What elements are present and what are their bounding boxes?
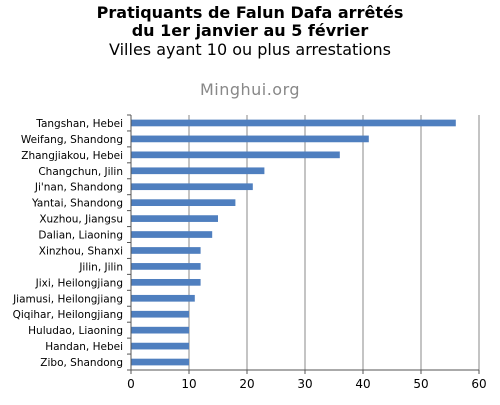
- chart-title-line2: du 1er janvier au 5 février: [131, 21, 369, 40]
- bar: [131, 151, 340, 159]
- category-label: Changchun, Jilin: [38, 166, 123, 178]
- category-label: Xinzhou, Shanxi: [39, 245, 123, 257]
- x-tick-label: 0: [127, 377, 135, 391]
- category-label: Zibo, Shandong: [40, 357, 123, 369]
- category-label: Tangshan, Hebei: [35, 118, 123, 130]
- category-label: Jixi, Heilongjiang: [35, 277, 123, 289]
- watermark-text: Minghui.org: [199, 80, 301, 99]
- bar: [131, 183, 253, 191]
- x-tick-label: 50: [413, 377, 428, 391]
- tick-labels: 0 10 20 30 40 50 60: [127, 377, 486, 391]
- category-label: Ji'nan, Shandong: [34, 182, 123, 194]
- bar: [131, 263, 201, 270]
- bar: [131, 294, 195, 302]
- axes: [127, 114, 480, 374]
- bar: [131, 358, 189, 366]
- bar: [131, 326, 189, 334]
- bar: [131, 167, 265, 175]
- bar: [131, 215, 218, 222]
- category-label: Zhangjiakou, Hebei: [21, 150, 123, 162]
- x-tick-label: 40: [355, 377, 370, 391]
- bar: [131, 247, 201, 254]
- category-label: Qiqihar, Heilongjiang: [13, 309, 123, 321]
- bar: [131, 231, 213, 238]
- category-label: Jilin, Jilin: [78, 261, 123, 273]
- category-label: Yantai, Shandong: [31, 198, 123, 210]
- x-tick-label: 10: [181, 377, 196, 391]
- category-label: Huludao, Liaoning: [28, 325, 123, 337]
- category-label: Weifang, Shandong: [21, 134, 123, 146]
- bar: [131, 135, 369, 143]
- chart-subtitle: Villes ayant 10 ou plus arrestations: [109, 40, 391, 59]
- x-tick-label: 20: [239, 377, 254, 391]
- chart-title-line1: Pratiquants de Falun Dafa arrêtés: [96, 3, 404, 22]
- bar: [131, 199, 236, 207]
- bar: [131, 119, 456, 127]
- bar: [131, 342, 189, 350]
- category-label: Handan, Hebei: [45, 341, 123, 353]
- bar: [131, 278, 201, 286]
- chart-title-block: Pratiquants de Falun Dafa arrêtés du 1er…: [0, 4, 500, 60]
- bar: [131, 310, 189, 318]
- category-label: Dalian, Liaoning: [38, 230, 123, 242]
- x-tick-label: 60: [471, 377, 486, 391]
- category-labels: Tangshan, Hebei Weifang, Shandong Zhangjia…: [12, 118, 123, 369]
- x-tick-label: 30: [297, 377, 312, 391]
- category-label: Xuzhou, Jiangsu: [39, 214, 123, 226]
- category-label: Jiamusi, Heilongjiang: [12, 293, 123, 305]
- bars: [131, 119, 456, 366]
